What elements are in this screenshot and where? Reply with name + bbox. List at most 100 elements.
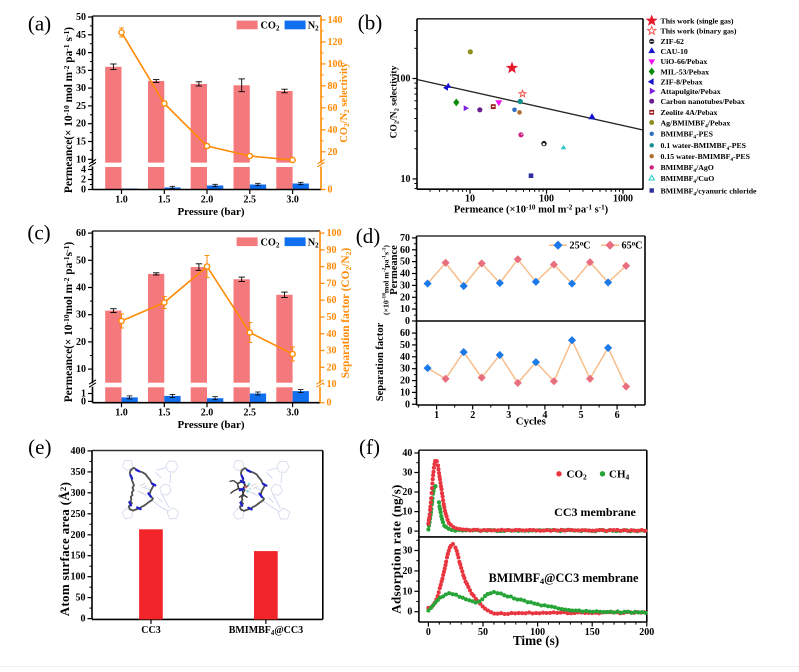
svg-text:20: 20 [402, 487, 412, 498]
svg-text:70: 70 [327, 278, 337, 289]
svg-text:BMIMBF4​/AgO: BMIMBF4​/AgO [661, 163, 714, 174]
svg-text:30: 30 [400, 280, 410, 291]
svg-text:0: 0 [407, 526, 412, 537]
svg-text:2.5: 2.5 [244, 408, 257, 419]
svg-text:10: 10 [76, 364, 86, 375]
svg-text:200: 200 [71, 530, 86, 541]
svg-text:30: 30 [400, 364, 410, 375]
svg-text:0: 0 [407, 607, 412, 618]
svg-text:25o​C: 25o​C [570, 241, 591, 252]
svg-text:CO2​: CO2​ [261, 21, 280, 33]
svg-text:350: 350 [71, 467, 86, 478]
svg-text:10: 10 [402, 507, 412, 518]
svg-text:1.5: 1.5 [158, 195, 171, 206]
svg-text:1: 1 [434, 410, 439, 421]
svg-text:(f): (f) [359, 435, 380, 459]
svg-text:CO2​: CO2​ [567, 469, 588, 482]
svg-text:35: 35 [76, 65, 86, 76]
svg-text:N2​: N2​ [308, 238, 319, 250]
svg-text:1000: 1000 [613, 194, 633, 205]
svg-text:300: 300 [71, 488, 86, 499]
svg-text:30: 30 [327, 346, 337, 357]
svg-text:20: 20 [76, 119, 86, 130]
svg-text:Cycles: Cycles [516, 416, 546, 428]
svg-text:(d): (d) [356, 224, 381, 248]
svg-text:Pressure (bar): Pressure (bar) [177, 419, 244, 431]
svg-text:Permeance(× 10-10​ mol m-2​ pa: Permeance(× 10-10​ mol m-2​ pa-1​ s-1​) [62, 27, 75, 193]
svg-text:10: 10 [400, 387, 410, 398]
svg-text:BMIMBF4​/cyanuric chloride: BMIMBF4​/cyanuric chloride [661, 186, 758, 197]
svg-text:MIL-53/Pebax: MIL-53/Pebax [661, 67, 710, 76]
svg-text:6: 6 [615, 410, 620, 421]
svg-text:40: 40 [328, 125, 338, 136]
svg-text:CO2​/N2​ selectivity: CO2​/N2​ selectivity [390, 65, 401, 138]
svg-text:CO2​: CO2​ [261, 238, 280, 250]
svg-text:40: 40 [400, 269, 410, 280]
svg-text:50: 50 [327, 312, 337, 323]
svg-text:2.5: 2.5 [244, 195, 257, 206]
svg-text:20: 20 [402, 566, 412, 577]
svg-text:This work (single gas): This work (single gas) [661, 17, 734, 26]
svg-text:20: 20 [327, 362, 337, 373]
svg-text:40: 40 [76, 283, 86, 294]
svg-text:2.0: 2.0 [201, 408, 214, 419]
svg-text:(c): (c) [27, 221, 50, 245]
svg-text:(e): (e) [28, 435, 51, 459]
svg-text:100: 100 [530, 627, 545, 638]
svg-text:50: 50 [76, 593, 86, 604]
svg-text:ZIF-62: ZIF-62 [661, 37, 684, 46]
svg-text:50: 50 [76, 255, 86, 266]
svg-text:5: 5 [579, 410, 584, 421]
svg-text:10: 10 [327, 379, 337, 390]
svg-text:70: 70 [400, 233, 410, 244]
svg-text:Separation factor: Separation factor [375, 322, 386, 401]
svg-text:2: 2 [470, 410, 475, 421]
svg-text:100: 100 [71, 572, 86, 583]
svg-text:60: 60 [328, 103, 338, 114]
svg-text:100: 100 [396, 74, 411, 85]
svg-text:CC3: CC3 [141, 625, 160, 636]
svg-text:20: 20 [76, 337, 86, 348]
svg-text:45: 45 [76, 30, 86, 41]
svg-text:20: 20 [400, 376, 410, 387]
svg-text:3.0: 3.0 [286, 195, 299, 206]
svg-text:4: 4 [542, 410, 547, 421]
svg-text:Pressure (bar): Pressure (bar) [177, 206, 244, 218]
svg-text:50: 50 [478, 627, 488, 638]
svg-text:20: 20 [400, 292, 410, 303]
svg-text:UiO-66/Pebax: UiO-66/Pebax [661, 57, 708, 66]
svg-text:10: 10 [76, 154, 86, 165]
svg-text:40: 40 [400, 352, 410, 363]
svg-text:80: 80 [328, 81, 338, 92]
svg-text:120: 120 [328, 37, 343, 48]
svg-text:ZIF-8/Pebax: ZIF-8/Pebax [661, 78, 703, 87]
svg-text:90: 90 [327, 245, 337, 256]
svg-text:100: 100 [327, 228, 342, 239]
svg-text:10: 10 [402, 586, 412, 597]
svg-text:30: 30 [402, 468, 412, 479]
svg-text:150: 150 [71, 551, 86, 562]
svg-text:CH4​: CH4​ [609, 469, 630, 482]
svg-text:(a): (a) [28, 11, 51, 35]
svg-text:10: 10 [400, 304, 410, 315]
svg-text:40: 40 [402, 448, 412, 459]
svg-text:2.0: 2.0 [201, 195, 214, 206]
svg-text:Atom surface area (Å2​): Atom surface area (Å2​) [57, 482, 72, 617]
svg-text:80: 80 [327, 262, 337, 273]
svg-text:0: 0 [81, 396, 86, 407]
svg-text:0: 0 [405, 316, 410, 327]
svg-text:0: 0 [327, 398, 332, 409]
svg-text:140: 140 [328, 15, 343, 26]
svg-text:Separation factor (CO2​/N2​): Separation factor (CO2​/N2​) [340, 248, 353, 379]
svg-text:0: 0 [328, 185, 333, 196]
svg-text:Permeance (×10-10​ mol m-2​ pa: Permeance (×10-10​ mol m-2​ pa-1​ s-1​) [454, 203, 609, 215]
svg-text:10: 10 [465, 194, 475, 205]
svg-text:100: 100 [328, 59, 343, 70]
svg-text:0.1 water-BMIMBF4​-PES: 0.1 water-BMIMBF4​-PES [661, 141, 747, 152]
svg-text:100: 100 [539, 194, 554, 205]
svg-text:CO2​/N2​ selectivity: CO2​/N2​ selectivity [339, 62, 351, 143]
svg-text:Carbon nanotubes/Pebax: Carbon nanotubes/Pebax [661, 97, 745, 106]
svg-text:(b): (b) [358, 10, 383, 34]
svg-text:(×10-10​mol m-2​pa-1​s-1​): (×10-10​mol m-2​pa-1​s-1​) [382, 245, 391, 315]
svg-text:1.0: 1.0 [115, 408, 128, 419]
